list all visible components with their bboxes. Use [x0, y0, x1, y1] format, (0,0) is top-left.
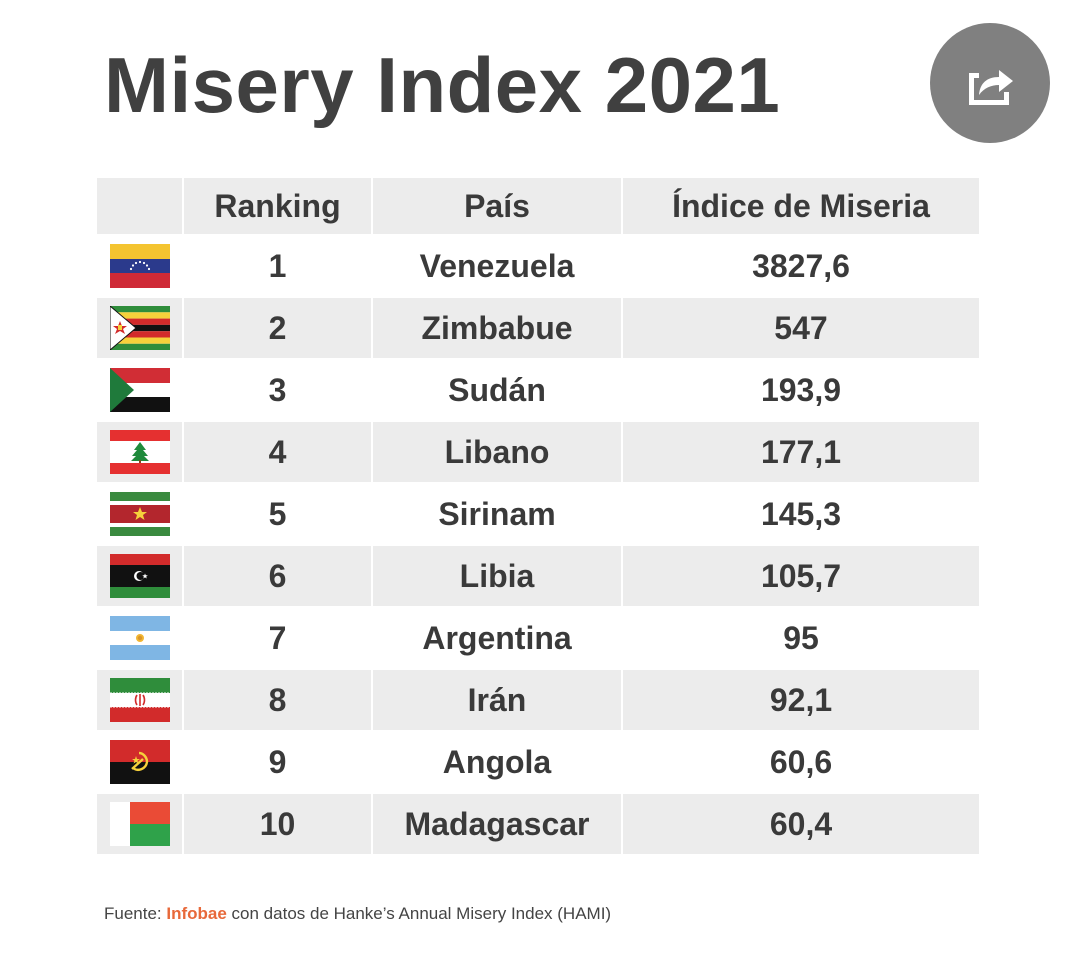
rank-value: 5 — [184, 484, 373, 546]
table-row: 9 Angola 60,6 — [97, 732, 981, 794]
table-row: 10 Madagascar 60,4 — [97, 794, 981, 856]
share-icon — [969, 70, 1013, 105]
lebanon-flag-icon — [109, 430, 170, 474]
index-value: 60,6 — [623, 732, 981, 794]
table-row: 6 Libia 105,7 — [97, 546, 981, 608]
country-name: Madagascar — [373, 794, 623, 856]
suriname-flag-icon — [109, 492, 170, 536]
rank-value: 2 — [184, 298, 373, 360]
country-name: Argentina — [373, 608, 623, 670]
index-value: 3827,6 — [623, 236, 981, 298]
header-country: País — [373, 178, 623, 236]
index-value: 177,1 — [623, 422, 981, 484]
rank-value: 9 — [184, 732, 373, 794]
rank-value: 4 — [184, 422, 373, 484]
rank-value: 1 — [184, 236, 373, 298]
country-name: Sirinam — [373, 484, 623, 546]
table-row: 3 Sudán 193,9 — [97, 360, 981, 422]
zimbabwe-flag-icon — [109, 306, 170, 350]
sudan-flag-icon — [109, 368, 170, 412]
table-row: 8 Irán 92,1 — [97, 670, 981, 732]
index-value: 105,7 — [623, 546, 981, 608]
table-row: 7 Argentina 95 — [97, 608, 981, 670]
country-name: Sudán — [373, 360, 623, 422]
rank-value: 8 — [184, 670, 373, 732]
table-row: 4 Libano 177,1 — [97, 422, 981, 484]
index-value: 145,3 — [623, 484, 981, 546]
header-flag — [97, 178, 184, 236]
index-value: 547 — [623, 298, 981, 360]
misery-index-table: Ranking País Índice de Miseria 1 — [97, 178, 981, 856]
page-title: Misery Index 2021 — [104, 41, 781, 129]
country-name: Libano — [373, 422, 623, 484]
index-value: 92,1 — [623, 670, 981, 732]
iran-flag-icon — [109, 678, 170, 722]
share-button[interactable] — [930, 23, 1050, 143]
argentina-flag-icon — [109, 616, 170, 660]
venezuela-flag-icon — [109, 244, 170, 288]
source-note: Fuente: Infobae con datos de Hanke’s Ann… — [104, 904, 611, 924]
source-suffix: con datos de Hanke’s Annual Misery Index… — [226, 904, 612, 923]
index-value: 95 — [623, 608, 981, 670]
country-name: Venezuela — [373, 236, 623, 298]
rank-value: 3 — [184, 360, 373, 422]
table-header-row: Ranking País Índice de Miseria — [97, 178, 981, 236]
table-row: 2 Zimbabue 547 — [97, 298, 981, 360]
rank-value: 6 — [184, 546, 373, 608]
source-prefix: Fuente: — [104, 904, 167, 923]
index-value: 193,9 — [623, 360, 981, 422]
rank-value: 10 — [184, 794, 373, 856]
angola-flag-icon — [109, 740, 170, 784]
country-name: Libia — [373, 546, 623, 608]
table-row: 5 Sirinam 145,3 — [97, 484, 981, 546]
table-row: 1 Venezuela 3827,6 — [97, 236, 981, 298]
country-name: Angola — [373, 732, 623, 794]
header-index: Índice de Miseria — [623, 178, 981, 236]
libya-flag-icon — [109, 554, 170, 598]
rank-value: 7 — [184, 608, 373, 670]
country-name: Irán — [373, 670, 623, 732]
source-brand-link[interactable]: Infobae — [166, 904, 227, 923]
header-ranking: Ranking — [184, 178, 373, 236]
country-name: Zimbabue — [373, 298, 623, 360]
madagascar-flag-icon — [109, 802, 170, 846]
index-value: 60,4 — [623, 794, 981, 856]
